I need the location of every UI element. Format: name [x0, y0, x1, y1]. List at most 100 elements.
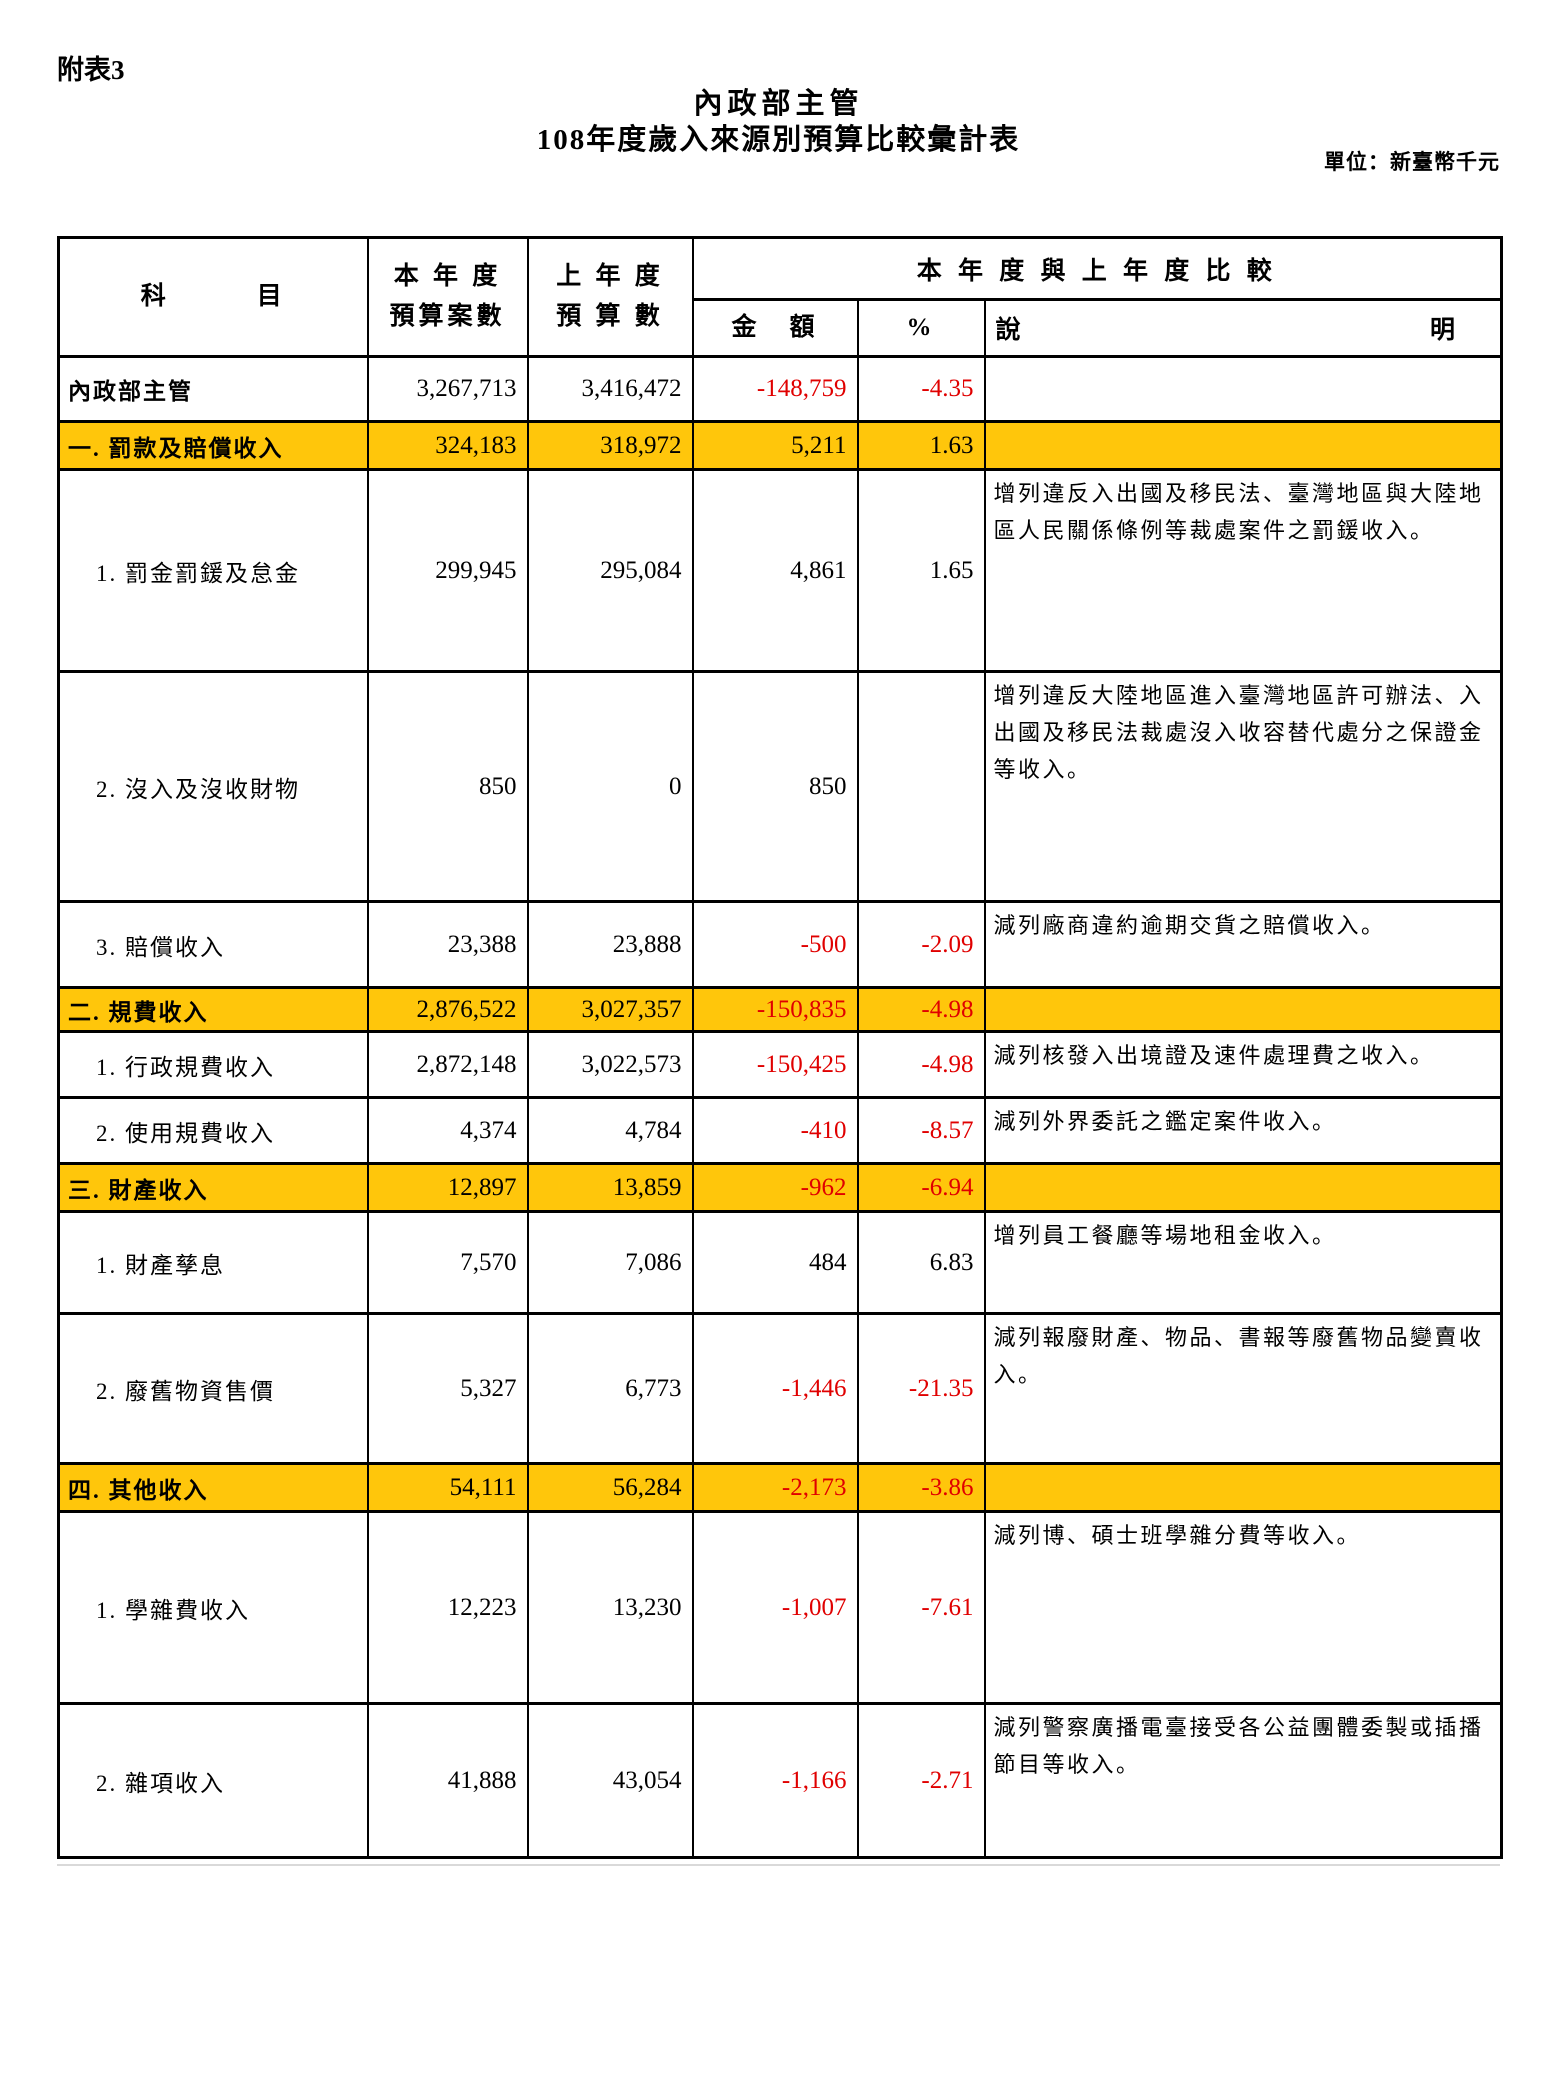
cell-percent: -4.35 — [856, 355, 986, 423]
unit-note: 單位：新臺幣千元 — [1324, 150, 1500, 174]
header-row-1: 科 目 本 年 度 預算案數 上 年 度 預 算 數 本 年 度 與 上 年 度… — [57, 236, 1503, 358]
table-row: 2. 使用規費收入 4,374 4,784 -410 -8.57 減列外界委託之… — [57, 1096, 1503, 1165]
cell-percent: -4.98 — [856, 986, 986, 1033]
cell-current: 54,111 — [366, 1462, 529, 1513]
cell-account: 1. 行政規費收入 — [57, 1030, 369, 1099]
cell-amount: -500 — [691, 900, 859, 989]
column-header-current-year: 本 年 度 預算案數 — [366, 236, 529, 358]
cell-account: 3. 賠償收入 — [57, 900, 369, 989]
table-row: 3. 賠償收入 23,388 23,888 -500 -2.09 減列廠商違約逾… — [57, 900, 1503, 989]
table-row: 2. 雜項收入 41,888 43,054 -1,166 -2.71 減列警察廣… — [57, 1702, 1503, 1859]
cell-previous: 13,230 — [526, 1510, 694, 1705]
cell-description — [983, 420, 1503, 471]
prev-year-line1: 上 年 度 — [556, 263, 664, 290]
cell-percent: -6.94 — [856, 1162, 986, 1213]
cell-current: 5,327 — [366, 1312, 529, 1465]
cell-previous: 23,888 — [526, 900, 694, 989]
cell-percent: -3.86 — [856, 1462, 986, 1513]
cell-percent: -7.61 — [856, 1510, 986, 1705]
header-row-2: 金 額 % 說 明 — [59, 298, 1503, 358]
table-row: 四. 其他收入 54,111 56,284 -2,173 -3.86 — [57, 1462, 1503, 1513]
table-row: 內政部主管 3,267,713 3,416,472 -148,759 -4.35 — [57, 355, 1503, 423]
cell-previous: 56,284 — [526, 1462, 694, 1513]
cell-previous: 3,022,573 — [526, 1030, 694, 1099]
cell-description: 增列員工餐廳等場地租金收入。 — [983, 1210, 1503, 1315]
cell-percent: -2.71 — [856, 1702, 986, 1859]
table-row: 二. 規費收入 2,876,522 3,027,357 -150,835 -4.… — [57, 986, 1503, 1033]
cell-current: 299,945 — [366, 468, 529, 673]
cell-previous: 318,972 — [526, 420, 694, 471]
cell-amount: -1,446 — [691, 1312, 859, 1465]
cell-percent: -4.98 — [856, 1030, 986, 1099]
cell-account: 1. 學雜費收入 — [57, 1510, 369, 1705]
cell-description — [983, 986, 1503, 1033]
cell-amount: 5,211 — [691, 420, 859, 471]
cell-description — [983, 1462, 1503, 1513]
cell-percent: 1.63 — [856, 420, 986, 471]
cell-account: 一. 罰款及賠償收入 — [57, 420, 369, 471]
cell-current: 4,374 — [366, 1096, 529, 1165]
cell-amount: -150,835 — [691, 986, 859, 1033]
cell-account: 三. 財產收入 — [57, 1162, 369, 1213]
cell-amount: -410 — [691, 1096, 859, 1165]
cell-description: 減列警察廣播電臺接受各公益團體委製或插播節目等收入。 — [983, 1702, 1503, 1859]
column-header-percent: % — [856, 298, 986, 358]
page-subtitle: 108年度歲入來源別預算比較彙計表 — [536, 124, 1021, 156]
cell-previous: 6,773 — [526, 1312, 694, 1465]
cell-percent: -8.57 — [856, 1096, 986, 1165]
cell-current: 850 — [366, 670, 529, 903]
table-row: 2. 廢舊物資售價 5,327 6,773 -1,446 -21.35 減列報廢… — [57, 1312, 1503, 1465]
table-row: 2. 沒入及沒收財物 850 0 850 增列違反大陸地區進入臺灣地區許可辦法、… — [57, 670, 1503, 903]
cell-amount: -1,007 — [691, 1510, 859, 1705]
cell-amount: -2,173 — [691, 1462, 859, 1513]
cell-previous: 43,054 — [526, 1702, 694, 1859]
cell-current: 12,223 — [366, 1510, 529, 1705]
cell-current: 41,888 — [366, 1702, 529, 1859]
cell-previous: 13,859 — [526, 1162, 694, 1213]
cell-description — [983, 1162, 1503, 1213]
cell-current: 3,267,713 — [366, 355, 529, 423]
cell-previous: 295,084 — [526, 468, 694, 673]
table-row: 一. 罰款及賠償收入 324,183 318,972 5,211 1.63 — [57, 420, 1503, 471]
column-header-comparison: 本 年 度 與 上 年 度 比 較 — [691, 236, 1503, 301]
prev-year-line2: 預 算 數 — [556, 303, 664, 330]
cell-previous: 7,086 — [526, 1210, 694, 1315]
cell-percent: 6.83 — [856, 1210, 986, 1315]
cell-current: 12,897 — [366, 1162, 529, 1213]
cell-account: 四. 其他收入 — [57, 1462, 369, 1513]
desc-header-right: 明 — [1430, 317, 1456, 344]
table-row: 1. 罰金罰鍰及怠金 299,945 295,084 4,861 1.65 增列… — [57, 468, 1503, 673]
cell-account: 1. 財產孳息 — [57, 1210, 369, 1315]
current-year-line1: 本 年 度 — [393, 263, 502, 290]
appendix-label: 附表3 — [57, 55, 125, 85]
cell-amount: -962 — [691, 1162, 859, 1213]
cell-current: 23,388 — [366, 900, 529, 989]
page-title: 內政部主管 — [693, 88, 864, 120]
cell-description: 減列核發入出境證及速件處理費之收入。 — [983, 1030, 1503, 1099]
desc-header-left: 說 — [995, 317, 1021, 344]
cell-amount: -1,166 — [691, 1702, 859, 1859]
cell-account: 1. 罰金罰鍰及怠金 — [57, 468, 369, 673]
column-header-description: 說 明 — [983, 298, 1503, 358]
cell-previous: 3,027,357 — [526, 986, 694, 1033]
table-row: 1. 學雜費收入 12,223 13,230 -1,007 -7.61 減列博、… — [57, 1510, 1503, 1705]
cell-description: 減列報廢財產、物品、書報等廢舊物品變賣收入。 — [983, 1312, 1503, 1465]
cell-description: 減列廠商違約逾期交貨之賠償收入。 — [983, 900, 1503, 989]
cell-description: 減列外界委託之鑑定案件收入。 — [983, 1096, 1503, 1165]
cell-percent: -2.09 — [856, 900, 986, 989]
current-year-line2: 預算案數 — [389, 303, 506, 330]
cell-previous: 0 — [526, 670, 694, 903]
cell-description — [983, 355, 1503, 423]
column-header-account: 科 目 — [57, 236, 369, 358]
cell-account: 2. 廢舊物資售價 — [57, 1312, 369, 1465]
table-row: 1. 行政規費收入 2,872,148 3,022,573 -150,425 -… — [57, 1030, 1503, 1099]
cell-amount: 484 — [691, 1210, 859, 1315]
cell-account: 2. 雜項收入 — [57, 1702, 369, 1859]
cell-account: 內政部主管 — [57, 355, 369, 423]
cell-description: 增列違反入出國及移民法、臺灣地區與大陸地區人民關係條例等裁處案件之罰鍰收入。 — [983, 468, 1503, 673]
cell-percent: 1.65 — [856, 468, 986, 673]
cell-description: 減列博、碩士班學雜分費等收入。 — [983, 1510, 1503, 1705]
column-header-amount: 金 額 — [691, 298, 859, 358]
cell-previous: 4,784 — [526, 1096, 694, 1165]
cell-account: 2. 使用規費收入 — [57, 1096, 369, 1165]
